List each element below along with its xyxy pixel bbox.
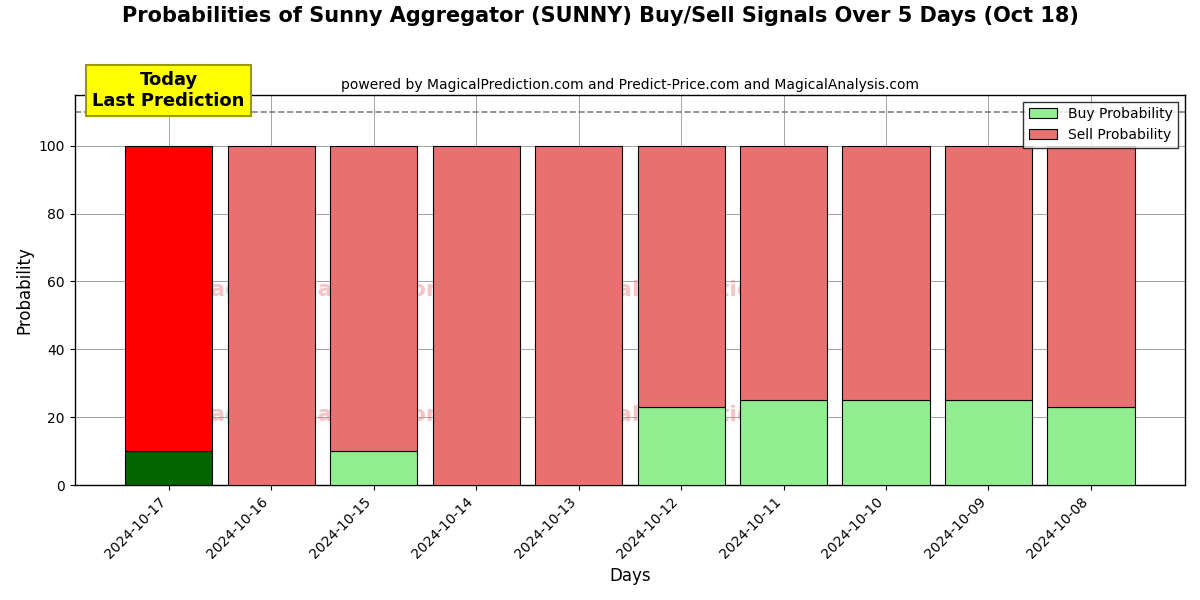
Text: MagicalAnalysis.com: MagicalAnalysis.com [188,405,450,425]
Text: Probabilities of Sunny Aggregator (SUNNY) Buy/Sell Signals Over 5 Days (Oct 18): Probabilities of Sunny Aggregator (SUNNY… [121,6,1079,26]
Bar [944,146,1032,400]
Text: MagicalPrediction.com: MagicalPrediction.com [542,280,828,300]
Bar [944,400,1032,485]
Text: Today
Last Prediction: Today Last Prediction [92,71,245,110]
Bar [842,146,930,400]
X-axis label: Days: Days [610,567,650,585]
Bar [432,146,520,485]
Bar [228,146,314,485]
Text: MagicalAnalysis.com: MagicalAnalysis.com [188,280,450,300]
Bar [842,400,930,485]
Title: powered by MagicalPrediction.com and Predict-Price.com and MagicalAnalysis.com: powered by MagicalPrediction.com and Pre… [341,78,919,92]
Bar [1048,407,1134,485]
Bar [330,146,418,451]
Bar [125,146,212,451]
Y-axis label: Probability: Probability [16,246,34,334]
Bar [330,451,418,485]
Legend: Buy Probability, Sell Probability: Buy Probability, Sell Probability [1024,101,1178,148]
Bar [740,146,827,400]
Bar [637,407,725,485]
Text: MagicalPrediction.com: MagicalPrediction.com [542,405,828,425]
Bar [637,146,725,407]
Bar [740,400,827,485]
Bar [535,146,622,485]
Bar [1048,146,1134,407]
Bar [125,451,212,485]
